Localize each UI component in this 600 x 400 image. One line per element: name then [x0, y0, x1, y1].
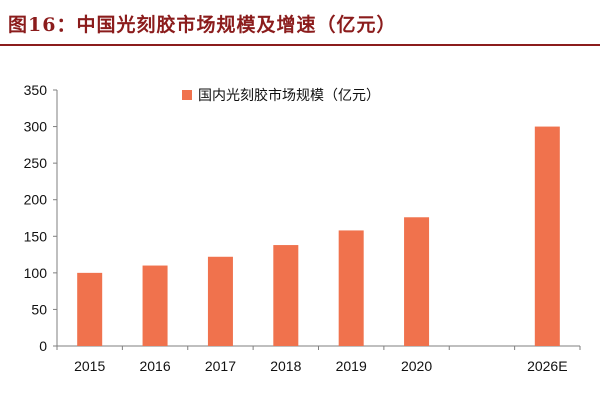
- bar: [534, 126, 560, 346]
- chart-axes: [56, 90, 580, 347]
- bar: [273, 245, 299, 346]
- x-tick-label: 2018: [270, 358, 301, 374]
- bar: [338, 230, 364, 346]
- bar: [77, 272, 103, 346]
- bar: [207, 256, 233, 346]
- y-tick-label: 200: [24, 192, 48, 208]
- x-tick-label: 2020: [401, 358, 432, 374]
- y-tick-label: 300: [24, 119, 48, 135]
- legend-label: 国内光刻胶市场规模（亿元）: [198, 87, 380, 104]
- y-tick-label: 150: [24, 228, 48, 244]
- title-divider: [0, 44, 600, 46]
- x-tick-label: 2017: [205, 358, 236, 374]
- x-tick-label: 2019: [336, 358, 367, 374]
- figure-header: 图16：中国光刻胶市场规模及增速（亿元）: [0, 0, 600, 46]
- x-tick-label: 2016: [139, 358, 170, 374]
- x-axis-ticks: 2015 2016 2017 2018 2019 2020 2026E: [56, 346, 581, 374]
- bar: [142, 265, 168, 346]
- legend-swatch: [182, 90, 192, 100]
- y-tick-label: 50: [31, 301, 47, 317]
- y-tick-label: 100: [24, 265, 48, 281]
- x-tick-label: 2026E: [527, 358, 567, 374]
- y-tick-label: 0: [39, 338, 47, 354]
- figure-title: 图16：中国光刻胶市场规模及增速（亿元）: [8, 14, 397, 36]
- bar: [404, 217, 430, 346]
- x-tick-label: 2015: [74, 358, 105, 374]
- y-axis-ticks: 0 50 100 150 200 250 300 350: [24, 82, 57, 354]
- y-tick-label: 250: [24, 155, 48, 171]
- y-tick-label: 350: [24, 82, 48, 98]
- bar-series: [77, 126, 560, 346]
- chart-legend: 国内光刻胶市场规模（亿元）: [182, 87, 380, 104]
